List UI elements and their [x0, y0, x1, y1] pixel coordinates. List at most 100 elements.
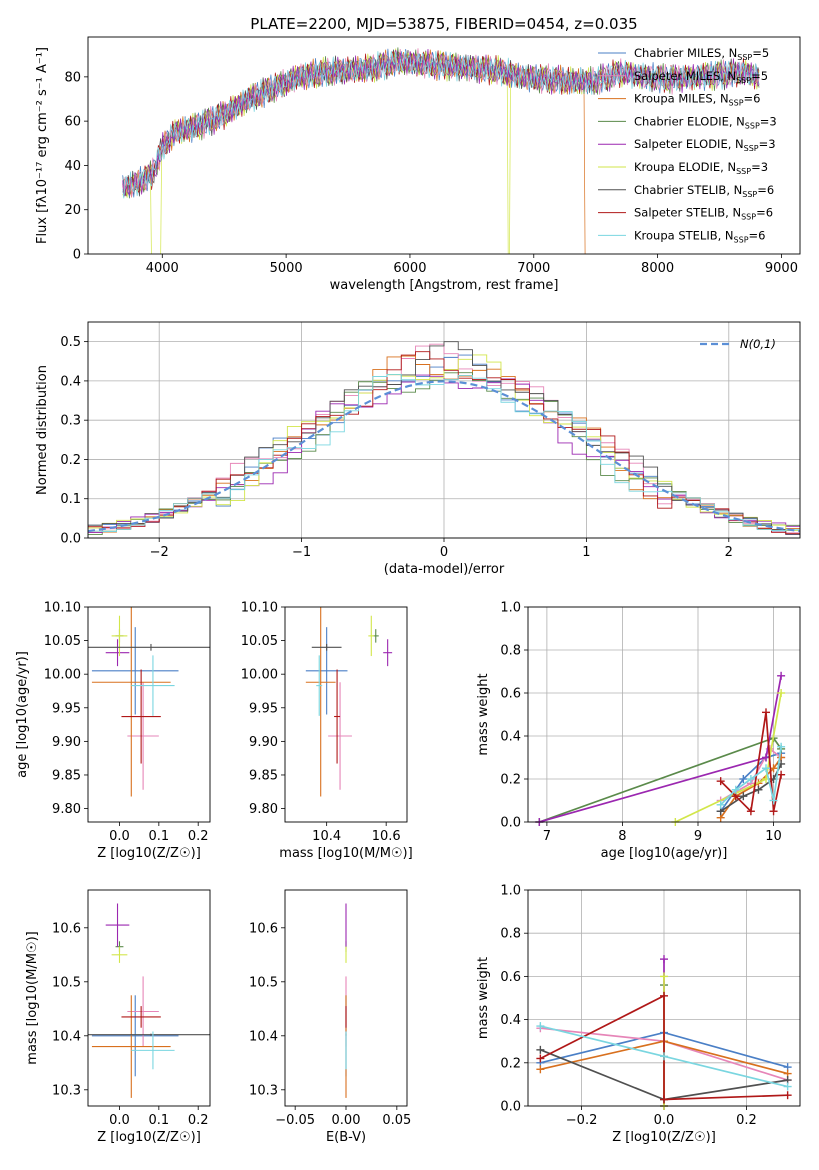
x-axis-label: Z [log10(Z/Z☉)]: [612, 1130, 716, 1145]
y-tick-label: 0.4: [60, 374, 81, 389]
y-tick-label: 60: [64, 115, 81, 130]
y-tick-label: 9.80: [52, 802, 81, 817]
x-tick-label: 10: [765, 829, 782, 844]
x-tick-label: 2: [725, 545, 733, 560]
x-tick-label: 1: [582, 545, 590, 560]
x-tick-label: 0.00: [332, 1113, 361, 1128]
y-tick-label: 10.05: [44, 634, 81, 649]
x-axis-label: age [log10(age/yr)]: [601, 846, 728, 861]
x-tick-label: 10.6: [372, 829, 401, 844]
y-tick-label: 0.6: [500, 687, 521, 702]
y-tick-label: 0.5: [60, 335, 81, 350]
y-tick-label: 10.6: [249, 921, 278, 936]
legend-tail: =6: [757, 183, 774, 197]
legend-entry: Chabrier ELODIE, NSSP=3: [634, 114, 777, 130]
legend-subscript: SSP: [744, 144, 759, 153]
legend-subscript: SSP: [729, 99, 744, 108]
legend-tail: =6: [744, 92, 761, 106]
axes-frame: [527, 606, 801, 823]
legend-subscript: SSP: [734, 235, 749, 244]
y-tick-label: 10.3: [249, 1083, 278, 1098]
x-axis-label: wavelength [Angstrom, rest frame]: [330, 278, 559, 293]
x-tick-label: 0.05: [382, 1113, 411, 1128]
legend-subscript: SSP: [736, 167, 751, 176]
legend-entry: Salpeter ELODIE, NSSP=3: [634, 137, 776, 153]
legend-tail: =3: [759, 137, 776, 151]
legend-subscript: SSP: [742, 190, 757, 199]
y-tick-label: 10.3: [52, 1083, 81, 1098]
chart-title: PLATE=2200, MJD=53875, FIBERID=0454, z=0…: [250, 15, 637, 33]
y-axis-label: mass weight: [476, 673, 491, 755]
y-tick-label: 10.4: [249, 1029, 278, 1044]
x-tick-label: −0.05: [275, 1113, 315, 1128]
y-tick-label: 0.1: [60, 492, 81, 507]
legend-entry: Kroupa STELIB, NSSP=6: [634, 228, 765, 244]
y-tick-label: 80: [64, 70, 81, 85]
y-tick-label: 10.4: [52, 1029, 81, 1044]
legend-entry: Kroupa ELODIE, NSSP=3: [634, 160, 768, 176]
legend-entry: N(0,1): [740, 337, 776, 351]
y-tick-label: 0.6: [500, 970, 521, 985]
y-tick-label: 9.85: [249, 768, 278, 783]
x-tick-label: 0.0: [109, 1113, 130, 1128]
x-axis-label: mass [log10(M/M☉)]: [279, 846, 412, 861]
y-tick-label: 20: [64, 203, 81, 218]
x-tick-label: 8: [618, 829, 626, 844]
y-tick-label: 10.00: [44, 668, 81, 683]
y-tick-label: 9.80: [249, 802, 278, 817]
x-tick-label: 8000: [641, 261, 674, 276]
x-tick-label: 7000: [517, 261, 550, 276]
weight-line: [720, 746, 782, 806]
spectrum-series: [122, 50, 760, 199]
legend-subscript: SSP: [741, 213, 756, 222]
spectrum-series: [122, 48, 760, 198]
y-tick-label: 1.0: [500, 601, 521, 616]
y-tick-label: 9.90: [249, 735, 278, 750]
x-tick-label: 0.2: [736, 1113, 757, 1128]
y-tick-label: 0.8: [500, 927, 521, 942]
y-tick-label: 10.5: [249, 975, 278, 990]
y-tick-label: 9.95: [249, 701, 278, 716]
axes-frame: [284, 606, 408, 823]
x-tick-label: −1: [292, 545, 311, 560]
y-tick-label: 9.90: [52, 735, 81, 750]
x-tick-label: 0.1: [148, 1113, 169, 1128]
weight-line: [539, 737, 782, 822]
legend-entry: Salpeter STELIB, NSSP=6: [634, 206, 773, 222]
y-tick-label: 40: [64, 159, 81, 174]
weight-line: [720, 712, 782, 814]
y-axis-label: Normed distribution: [35, 365, 50, 495]
x-axis-label: E(B-V): [326, 1130, 366, 1145]
x-tick-label: 0: [440, 545, 448, 560]
x-tick-label: 7: [543, 829, 551, 844]
y-tick-label: 10.05: [241, 634, 278, 649]
axes-frame: [87, 889, 211, 1107]
y-tick-label: 0.4: [500, 730, 521, 745]
y-tick-label: 10.00: [241, 668, 278, 683]
x-axis-label: Z [log10(Z/Z☉)]: [97, 846, 201, 861]
x-axis-label: (data-model)/error: [384, 562, 505, 577]
y-tick-label: 9.85: [52, 768, 81, 783]
x-tick-label: −2: [150, 545, 169, 560]
legend-tail: =5: [751, 69, 768, 83]
x-axis-label: Z [log10(Z/Z☉)]: [97, 1130, 201, 1145]
axes-frame: [527, 889, 801, 1107]
y-axis-label: mass weight: [476, 957, 491, 1039]
x-tick-label: 9: [694, 829, 702, 844]
y-tick-label: 10.10: [241, 601, 278, 616]
y-axis-label: mass [log10(M/M☉)]: [25, 931, 40, 1064]
y-axis-label: age [log10(age/yr)]: [15, 651, 30, 778]
y-tick-label: 0: [73, 248, 81, 263]
x-tick-label: 5000: [270, 261, 303, 276]
y-tick-label: 0.0: [500, 1100, 521, 1115]
axes-frame: [284, 889, 408, 1107]
legend-subscript: SSP: [736, 76, 751, 85]
legend-tail: =6: [749, 228, 766, 242]
y-axis-label: Flux [fλ10⁻¹⁷ erg cm⁻² s⁻¹ A⁻¹]: [35, 47, 50, 244]
y-tick-label: 0.0: [500, 816, 521, 831]
x-tick-label: 4000: [146, 261, 179, 276]
x-tick-label: 0.1: [148, 829, 169, 844]
y-tick-label: 10.6: [52, 921, 81, 936]
legend-tail: =5: [752, 46, 769, 60]
